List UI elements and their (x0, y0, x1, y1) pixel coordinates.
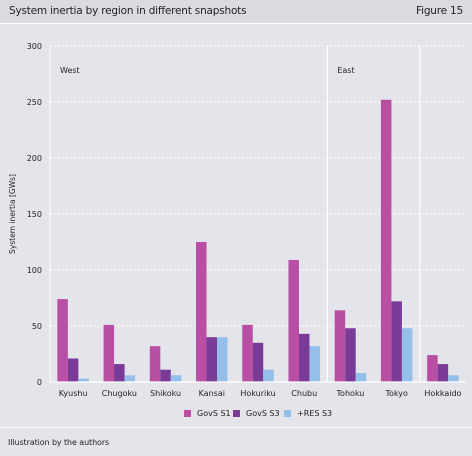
bar (437, 364, 449, 382)
x-tick-label: Kyushu (59, 389, 88, 398)
axes: 0 50 100 150 200 250 300 (27, 42, 466, 387)
x-tick-label: Chugoku (102, 389, 137, 398)
x-tick-label: Kansai (199, 389, 225, 398)
figure-header: System inertia by region in different sn… (0, 0, 472, 24)
y-tick-label: 250 (27, 98, 42, 107)
bar (242, 324, 253, 382)
bar (114, 364, 125, 382)
bar (103, 324, 115, 382)
bar (334, 310, 346, 382)
chart-title: System inertia by region in different sn… (9, 5, 247, 17)
y-tick-label: 50 (32, 322, 42, 331)
y-axis-label: System inertia [GWs] (8, 174, 17, 254)
bar (252, 342, 264, 382)
y-tick-label: 0 (37, 378, 42, 387)
bar (57, 299, 68, 382)
bar (391, 301, 402, 382)
y-tick-label: 200 (27, 154, 42, 163)
bar (124, 375, 136, 382)
legend-label: +RES S3 (297, 409, 332, 418)
y-tick-label: 300 (27, 42, 42, 51)
bar (78, 378, 89, 382)
bar (149, 346, 161, 382)
grid-lines (50, 45, 466, 327)
x-tick-label: Hokkaido (424, 389, 461, 398)
bar (401, 328, 413, 382)
bar (355, 373, 367, 382)
bar (298, 333, 310, 382)
legend-swatch (233, 410, 240, 417)
bar (448, 375, 459, 382)
y-tick-label: 150 (27, 210, 42, 219)
bar (288, 259, 299, 382)
legend-swatch (284, 410, 291, 417)
legend-label: GovS S3 (246, 409, 280, 418)
source-note: Illustration by the authors (8, 438, 110, 447)
bar (160, 369, 171, 382)
bar (263, 369, 274, 382)
x-tick-label: Chubu (291, 389, 317, 398)
x-tick-label: Shikoku (150, 389, 181, 398)
labels: West East Kyushu Chugoku Shikoku Kansai Hokuri… (8, 66, 462, 398)
region-separators (326, 46, 421, 382)
legend-label: GovS S1 (197, 409, 231, 418)
region-label: West (60, 66, 80, 75)
x-tick-label: Tokyo (384, 389, 408, 398)
legend: GovS S1 GovS S3 +RES S3 (184, 409, 332, 418)
bar (309, 346, 320, 382)
bar (196, 242, 207, 382)
bars (57, 99, 459, 382)
y-tick-label: 100 (27, 266, 42, 275)
legend-swatch (184, 410, 191, 417)
region-label: East (337, 66, 354, 75)
x-tick-label: Tohoku (336, 389, 365, 398)
bar (427, 355, 438, 382)
figure-number: Figure 15 (416, 5, 463, 17)
bar (206, 337, 218, 382)
footer-divider (0, 427, 472, 428)
bar (170, 375, 182, 382)
bar (380, 99, 392, 382)
bar (345, 328, 356, 382)
bar (67, 358, 79, 382)
bar-chart: 0 50 100 150 200 250 300 West East Kyushu Chugoku… (8, 42, 466, 418)
x-tick-label: Hokuriku (240, 389, 275, 398)
bar (217, 337, 228, 382)
